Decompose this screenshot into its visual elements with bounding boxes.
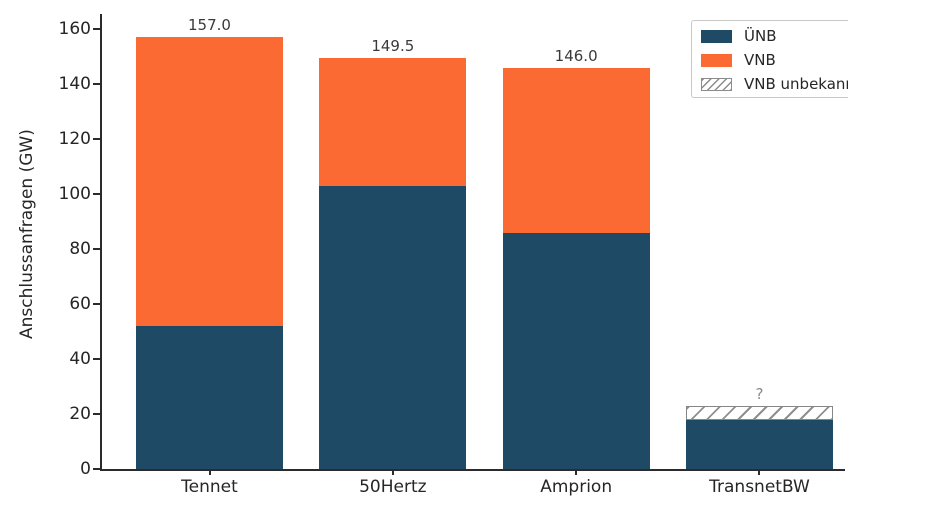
y-tick-label-140: 140 — [58, 74, 91, 94]
bar-total-label-amprion: 146.0 — [554, 46, 598, 65]
legend-row-vnb: VNB — [701, 48, 848, 72]
y-tick-label-0: 0 — [80, 459, 91, 479]
legend-row-unb: ÜNB — [701, 24, 848, 48]
legend-label-vnb: VNB — [744, 51, 776, 69]
bar-tennet-vnb — [136, 37, 283, 326]
y-tick-label-80: 80 — [69, 239, 91, 259]
x-tick-50hertz — [391, 469, 394, 475]
bar-total-label-50hertz: 149.5 — [371, 36, 415, 55]
y-tick-0 — [93, 468, 100, 470]
bar-transnetbw-vnb-unbekannt — [685, 405, 833, 420]
y-tick-120 — [93, 138, 100, 140]
y-tick-label-160: 160 — [58, 19, 91, 39]
bar-tennet-unb — [136, 326, 283, 469]
y-tick-label-100: 100 — [58, 184, 91, 204]
plot-area: 0 20 40 60 80 100 120 140 160 157.0 Tennet 149.5 50H… — [59, 14, 845, 497]
bar-total-label-transnetbw: ? — [755, 384, 764, 403]
y-axis-spine — [100, 14, 102, 471]
bar-transnetbw-unb — [685, 419, 833, 469]
y-tick-100 — [93, 193, 100, 195]
x-tick-label-50hertz: 50Hertz — [359, 477, 427, 497]
x-tick-amprion — [575, 469, 578, 475]
legend-label-unb: ÜNB — [744, 27, 777, 45]
y-tick-label-20: 20 — [69, 404, 91, 424]
y-tick-label-120: 120 — [58, 129, 91, 149]
y-tick-160 — [93, 28, 100, 30]
x-tick-label-transnetbw: TransnetBW — [709, 477, 810, 497]
y-tick-140 — [93, 83, 100, 85]
x-axis-spine — [100, 469, 845, 471]
y-tick-40 — [93, 358, 100, 360]
legend-row-vnb-unbekannt: VNB unbekannt — [701, 72, 848, 96]
x-tick-label-tennet: Tennet — [181, 477, 238, 497]
chart-legend: ÜNB VNB VNB unbekannt — [691, 20, 848, 98]
y-tick-60 — [93, 303, 100, 305]
bar-amprion-vnb — [502, 67, 650, 233]
legend-swatch-vnb — [701, 53, 732, 67]
legend-swatch-unb — [701, 29, 732, 43]
x-tick-transnetbw — [758, 469, 761, 475]
bar-50hertz-unb — [319, 185, 467, 469]
legend-label-vnb-unbekannt: VNB unbekannt — [744, 75, 848, 93]
y-tick-label-40: 40 — [69, 349, 91, 369]
bar-amprion-unb — [502, 232, 650, 469]
x-tick-tennet — [208, 469, 211, 475]
x-tick-label-amprion: Amprion — [540, 477, 613, 497]
y-tick-20 — [93, 413, 100, 415]
bar-total-label-tennet: 157.0 — [188, 16, 231, 35]
bar-50hertz-vnb — [319, 57, 467, 186]
y-tick-80 — [93, 248, 100, 250]
y-axis-label: Anschlussanfragen (GW) — [17, 129, 37, 339]
y-tick-label-60: 60 — [69, 294, 91, 314]
legend-swatch-vnb-unbekannt — [701, 77, 732, 91]
